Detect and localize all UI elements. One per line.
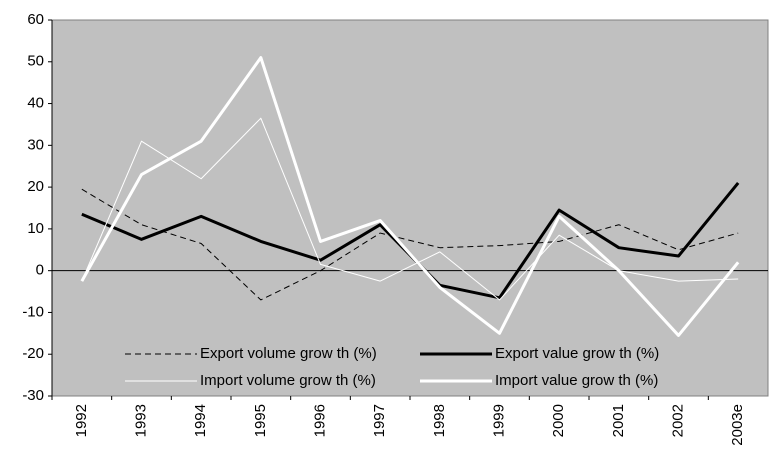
x-tick-label: 1996 (311, 404, 328, 437)
x-tick-label: 1997 (371, 404, 388, 437)
x-tick-label: 2001 (610, 404, 627, 437)
legend-label: Import value grow th (%) (495, 372, 658, 389)
y-tick-label: 0 (36, 262, 44, 279)
y-tick-label: 40 (27, 95, 44, 112)
series-line (81, 117, 739, 301)
y-tick-label: -30 (22, 387, 44, 404)
x-tick-label: 1995 (252, 404, 269, 437)
x-tick-label: 1993 (132, 404, 149, 437)
x-tick-label: 1992 (73, 404, 90, 437)
plot-area (51, 19, 769, 397)
x-tick-label: 2003e (729, 404, 746, 446)
y-tick-label: -20 (22, 345, 44, 362)
y-tick-label: 30 (27, 136, 44, 153)
x-tick-label: 2002 (669, 404, 686, 437)
series-line (81, 188, 739, 301)
x-tick-label: 1998 (431, 404, 448, 437)
x-tick-label: 1999 (490, 404, 507, 437)
series-line (80, 56, 740, 337)
x-tick-label: 1994 (192, 404, 209, 437)
y-tick-label: -10 (22, 303, 44, 320)
y-tick-label: 50 (27, 53, 44, 70)
y-tick-label: 10 (27, 220, 44, 237)
legend-label: Import volume grow th (%) (200, 372, 376, 389)
x-tick-label: 2000 (550, 404, 567, 437)
y-tick-label: 60 (27, 11, 44, 28)
legend-label: Export volume grow th (%) (200, 345, 377, 362)
y-tick-label: 20 (27, 178, 44, 195)
legend-label: Export value grow th (%) (495, 345, 659, 362)
